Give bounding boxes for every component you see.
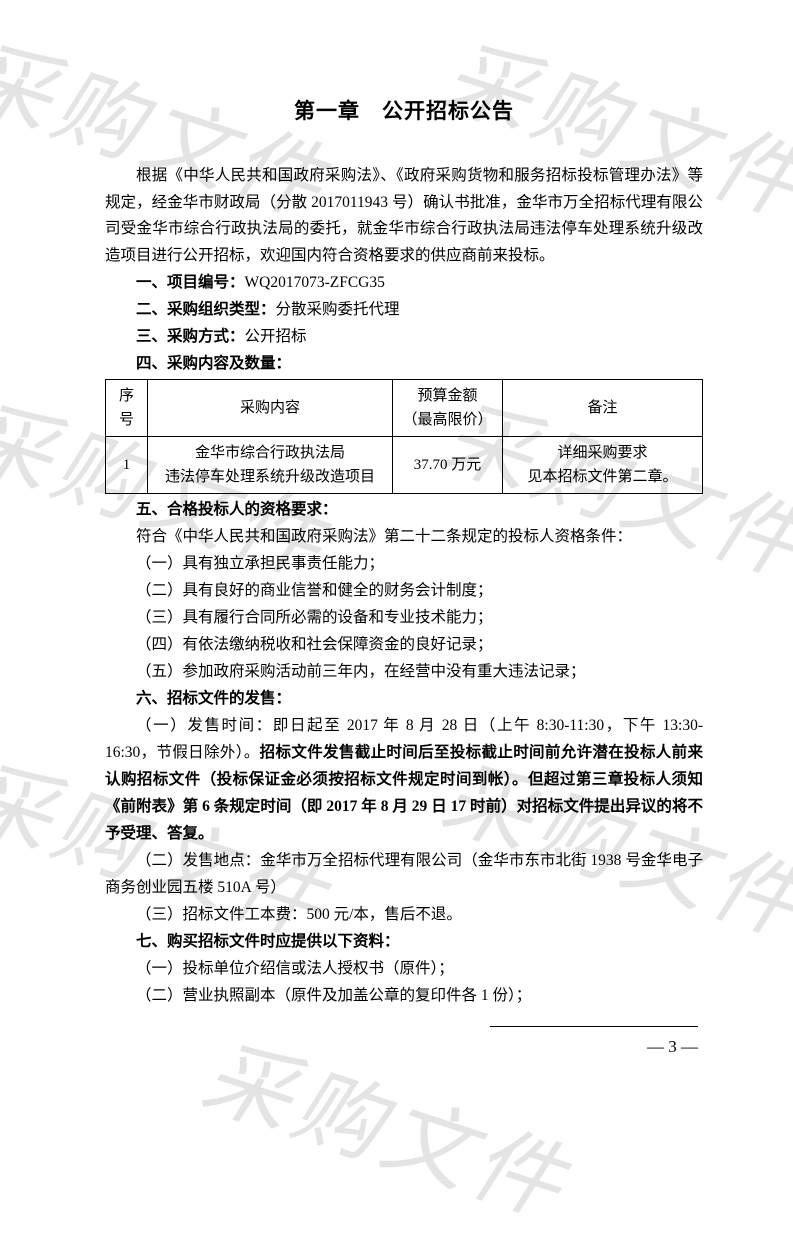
td-content: 金华市综合行政执法局 违法停车处理系统升级改造项目 (148, 437, 393, 494)
procurement-table: 序号 采购内容 预算金额 （最高限价） 备注 1 金华市综合行政执法局 违法停车… (105, 379, 703, 494)
item-5: 五、合格投标人的资格要求： (105, 496, 703, 523)
item-6-label: 六、招标文件的发售： (136, 690, 291, 707)
th-content: 采购内容 (148, 380, 393, 437)
item-6-2: （二）发售地点：金华市万全招标代理有限公司（金华市东市北街 1938 号金华电子… (105, 847, 703, 901)
th-seq: 序号 (106, 380, 148, 437)
item-6-3: （三）招标文件工本费：500 元/本，售后不退。 (105, 901, 703, 928)
page-content: 第一章 公开招标公告 根据《中华人民共和国政府采购法》、《政府采购货物和服务招标… (0, 0, 793, 1069)
item-7-label: 七、购买招标文件时应提供以下资料： (136, 933, 400, 950)
intro-paragraph: 根据《中华人民共和国政府采购法》、《政府采购货物和服务招标投标管理办法》等规定，… (105, 163, 703, 269)
item-2: 二、采购组织类型：分散采购委托代理 (105, 296, 703, 323)
item-5-intro: 符合《中华人民共和国政府采购法》第二十二条规定的投标人资格条件： (105, 523, 703, 550)
item-7: 七、购买招标文件时应提供以下资料： (105, 928, 703, 955)
item-5-label: 五、合格投标人的资格要求： (136, 501, 338, 518)
item-5-1: （一）具有独立承担民事责任能力； (105, 550, 703, 577)
td-remark-line2: 见本招标文件第二章。 (509, 465, 696, 489)
item-7-2: （二）营业执照副本（原件及加盖公章的复印件各 1 份）； (105, 982, 703, 1009)
td-seq: 1 (106, 437, 148, 494)
item-3-value: 公开招标 (245, 328, 307, 345)
table-header-row: 序号 采购内容 预算金额 （最高限价） 备注 (106, 380, 703, 437)
th-budget-line1: 预算金额 (399, 384, 496, 408)
item-1: 一、项目编号：WQ2017073-ZFCG35 (105, 269, 703, 296)
th-budget: 预算金额 （最高限价） (393, 380, 503, 437)
th-budget-line2: （最高限价） (399, 408, 496, 432)
table-row: 1 金华市综合行政执法局 违法停车处理系统升级改造项目 37.70 万元 详细采… (106, 437, 703, 494)
item-5-3: （三）具有履行合同所必需的设备和专业技术能力； (105, 604, 703, 631)
td-remark-line1: 详细采购要求 (509, 441, 696, 465)
th-remark: 备注 (503, 380, 703, 437)
td-remark: 详细采购要求 见本招标文件第二章。 (503, 437, 703, 494)
item-4-label: 四、采购内容及数量： (136, 355, 291, 372)
item-7-1: （一）投标单位介绍信或法人授权书（原件）； (105, 955, 703, 982)
td-content-line2: 违法停车处理系统升级改造项目 (154, 465, 386, 489)
item-4: 四、采购内容及数量： (105, 350, 703, 377)
item-5-2: （二）具有良好的商业信誉和健全的财务会计制度； (105, 577, 703, 604)
item-5-4: （四）有依法缴纳税收和社会保障资金的良好记录； (105, 631, 703, 658)
item-1-label: 一、项目编号： (136, 274, 245, 291)
item-6: 六、招标文件的发售： (105, 685, 703, 712)
td-budget: 37.70 万元 (393, 437, 503, 494)
item-6-1: （一）发售时间：即日起至 2017 年 8 月 28 日（上午 8:30-11:… (105, 712, 703, 847)
item-5-5: （五）参加政府采购活动前三年内，在经营中没有重大违法记录； (105, 658, 703, 685)
item-2-value: 分散采购委托代理 (276, 301, 400, 318)
chapter-title: 第一章 公开招标公告 (105, 95, 703, 125)
item-3-label: 三、采购方式： (136, 328, 245, 345)
td-content-line1: 金华市综合行政执法局 (154, 441, 386, 465)
item-3: 三、采购方式：公开招标 (105, 323, 703, 350)
item-1-value: WQ2017073-ZFCG35 (245, 274, 385, 291)
item-2-label: 二、采购组织类型： (136, 301, 276, 318)
